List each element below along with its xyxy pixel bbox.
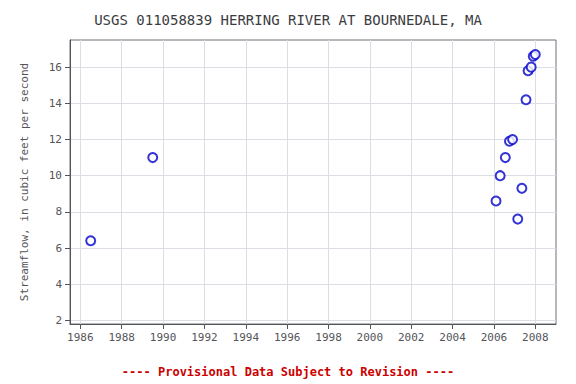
svg-text:1992: 1992 bbox=[191, 331, 218, 344]
svg-text:2008: 2008 bbox=[522, 331, 549, 344]
svg-text:1998: 1998 bbox=[315, 331, 342, 344]
svg-text:1988: 1988 bbox=[108, 331, 135, 344]
svg-text:2004: 2004 bbox=[439, 331, 466, 344]
svg-text:10: 10 bbox=[49, 169, 62, 182]
svg-text:14: 14 bbox=[49, 97, 63, 110]
svg-text:---- Provisional Data Subject: ---- Provisional Data Subject to Revisio… bbox=[122, 365, 454, 379]
svg-text:2: 2 bbox=[55, 314, 62, 327]
svg-text:8: 8 bbox=[55, 205, 62, 218]
svg-text:1990: 1990 bbox=[150, 331, 177, 344]
svg-text:6: 6 bbox=[55, 242, 62, 255]
svg-text:USGS 011058839 HERRING RIVER A: USGS 011058839 HERRING RIVER AT BOURNEDA… bbox=[94, 12, 482, 28]
svg-text:16: 16 bbox=[49, 61, 62, 74]
svg-text:Streamflow, in cubic feet per: Streamflow, in cubic feet per second bbox=[18, 63, 31, 301]
svg-text:1994: 1994 bbox=[233, 331, 260, 344]
svg-text:2000: 2000 bbox=[357, 331, 384, 344]
svg-text:2002: 2002 bbox=[398, 331, 425, 344]
svg-text:12: 12 bbox=[49, 133, 62, 146]
svg-text:1996: 1996 bbox=[274, 331, 301, 344]
svg-text:4: 4 bbox=[55, 278, 62, 291]
svg-text:1986: 1986 bbox=[67, 331, 94, 344]
svg-text:2006: 2006 bbox=[481, 331, 508, 344]
